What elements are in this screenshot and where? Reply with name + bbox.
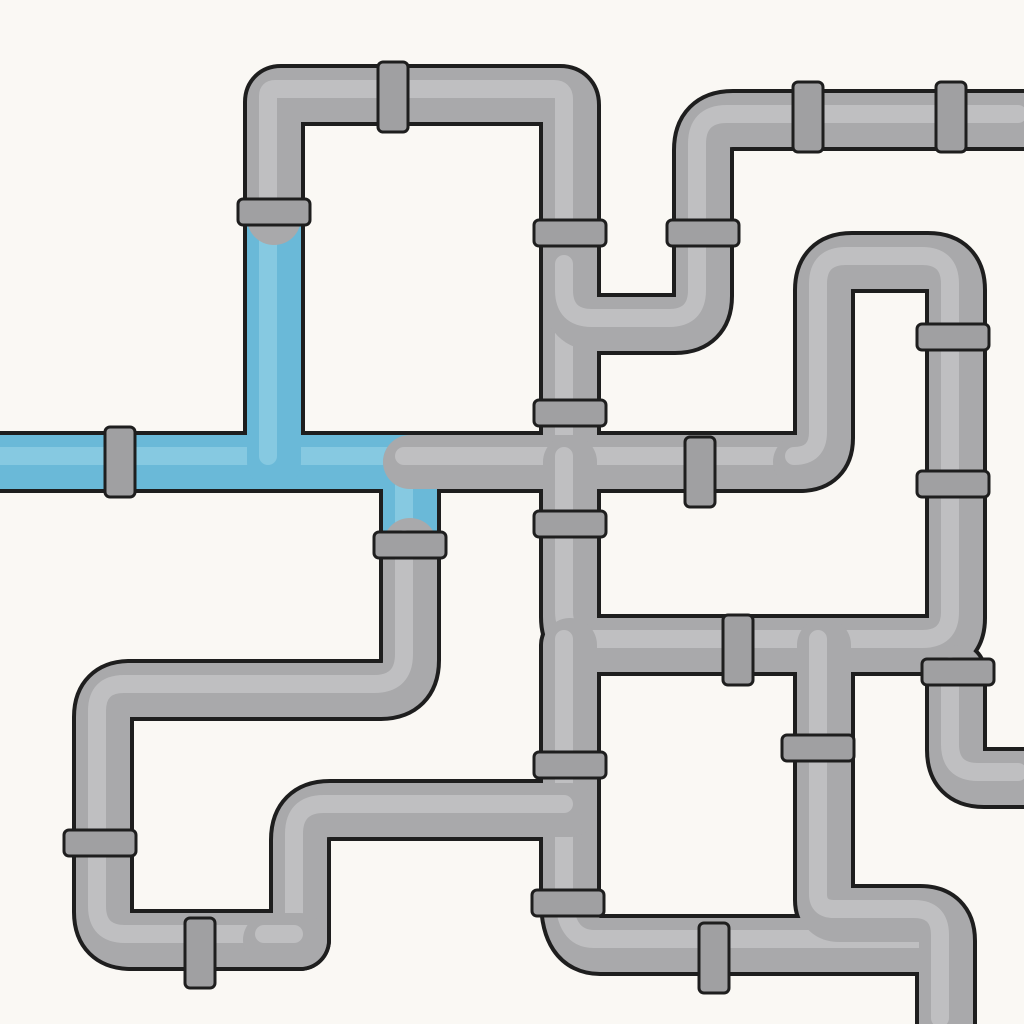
couplers-layer (62, 60, 996, 995)
top-loop-pipe[interactable] (247, 68, 597, 489)
coupler-right-edge-band (920, 657, 996, 687)
coupler-middle-drop-band (532, 750, 608, 780)
coupler-right-step-band (665, 218, 741, 248)
pipes-layer (0, 64, 1024, 1024)
coupler-center-upper (532, 398, 608, 428)
coupler-right-loop-1-band (915, 322, 991, 352)
left-bottom-loop-pipe-body (76, 518, 437, 967)
coupler-left-loop (62, 828, 138, 858)
water-source-pipe[interactable] (0, 435, 437, 489)
coupler-cross-right-band (683, 435, 717, 509)
vertical-feeder-pipe[interactable] (247, 191, 301, 489)
coupler-center-upper-band (532, 398, 608, 428)
coupler-center-lower-band (532, 509, 608, 539)
coupler-feeder-top-band (236, 197, 312, 227)
coupler-feeder-top (236, 197, 312, 227)
coupler-source-band (103, 425, 137, 499)
bottom-right-pipe-highlight (809, 630, 949, 1024)
coupler-elbow-bottom (372, 530, 448, 560)
coupler-bottom-mid (530, 888, 606, 918)
coupler-bottom-right (697, 921, 731, 995)
left-bottom-loop-pipe-outline (72, 514, 441, 971)
coupler-lower-right-drop (780, 733, 856, 763)
top-loop-pipe-highlight (259, 80, 573, 465)
coupler-middle-drop (532, 750, 608, 780)
top-right-outlet-pipe[interactable] (543, 93, 1024, 351)
right-edge-outlet-pipe[interactable] (929, 645, 1024, 805)
bottom-right-pipe[interactable] (797, 618, 973, 1024)
coupler-top-right-1-band (791, 80, 825, 154)
coupler-right-loop-2 (915, 469, 991, 499)
coupler-top-loop-down (532, 218, 608, 248)
left-bottom-loop-pipe-highlight (88, 530, 413, 943)
bottom-center-pipe[interactable] (273, 783, 597, 967)
top-right-outlet-pipe-highlight (555, 105, 1024, 327)
center-cross-pipe[interactable] (383, 435, 827, 489)
coupler-source (103, 425, 137, 499)
coupler-lower-right-drop-band (780, 733, 856, 763)
coupler-right-loop-2-band (915, 469, 991, 499)
bottom-center-pipe-highlight (285, 795, 573, 943)
top-loop-pipe-outline (243, 64, 601, 493)
coupler-left-loop-band (62, 828, 138, 858)
top-loop-pipe-body (247, 68, 597, 489)
coupler-bottom-right-band (697, 921, 731, 995)
coupler-top-loop-band (376, 60, 410, 134)
coupler-elbow-bottom-band (372, 530, 448, 560)
coupler-cross-right (683, 435, 717, 509)
coupler-top-right-1 (791, 80, 825, 154)
coupler-bottom-left-band (183, 916, 217, 990)
coupler-center-lower (532, 509, 608, 539)
coupler-top-right-2-band (934, 80, 968, 154)
coupler-bottom-left (183, 916, 217, 990)
coupler-right-step (665, 218, 741, 248)
coupler-right-edge (920, 657, 996, 687)
coupler-right-loop-1 (915, 322, 991, 352)
right-edge-outlet-pipe-highlight (941, 657, 1024, 781)
bottom-outlet-pipe[interactable] (243, 913, 327, 967)
coupler-top-loop (376, 60, 410, 134)
coupler-top-loop-down-band (532, 218, 608, 248)
pipe-outlines (0, 64, 1024, 1024)
coupler-bottom-mid-band (530, 888, 606, 918)
coupler-lower-cross-band (721, 613, 755, 687)
left-bottom-loop-pipe[interactable] (76, 518, 437, 967)
bottom-center-pipe-body (273, 783, 597, 967)
coupler-top-right-2 (934, 80, 968, 154)
coupler-lower-cross (721, 613, 755, 687)
